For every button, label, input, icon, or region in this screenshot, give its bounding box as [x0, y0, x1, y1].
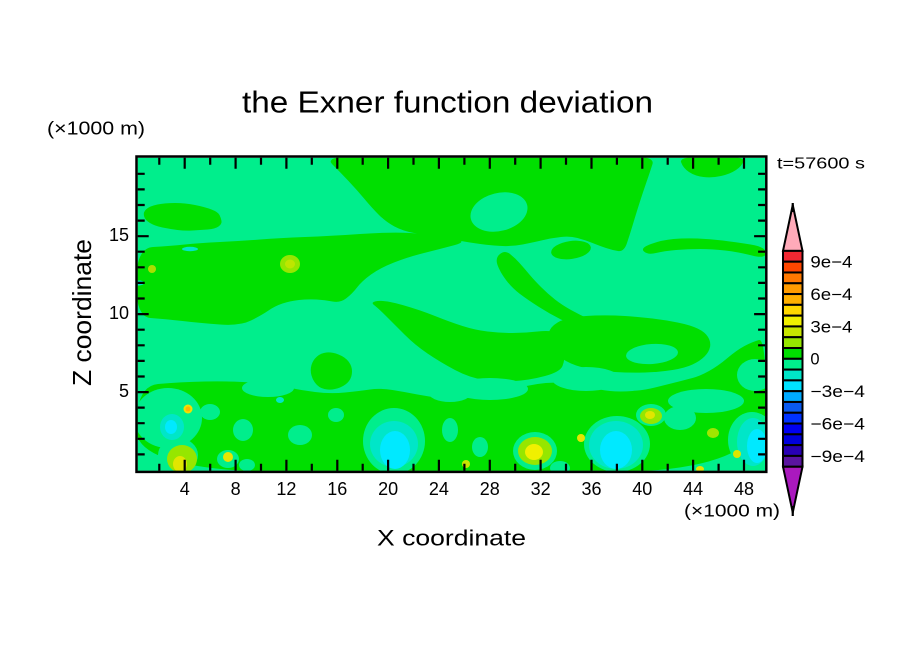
svg-text:20: 20 [378, 479, 398, 499]
svg-text:36: 36 [581, 479, 601, 499]
svg-text:4: 4 [180, 479, 190, 499]
svg-text:(×1000 m): (×1000 m) [684, 501, 780, 521]
svg-text:6e−4: 6e−4 [810, 286, 852, 304]
svg-text:16: 16 [327, 479, 347, 499]
svg-text:t=57600 s: t=57600 s [777, 156, 865, 173]
svg-text:−6e−4: −6e−4 [810, 416, 865, 434]
svg-text:(×1000 m): (×1000 m) [47, 119, 145, 139]
svg-text:9e−4: 9e−4 [810, 254, 852, 272]
svg-text:12: 12 [276, 479, 296, 499]
svg-text:28: 28 [480, 479, 500, 499]
svg-text:8: 8 [231, 479, 241, 499]
svg-text:X coordinate: X coordinate [377, 526, 526, 551]
svg-text:24: 24 [429, 479, 449, 499]
svg-text:3e−4: 3e−4 [810, 318, 852, 336]
svg-text:0: 0 [810, 351, 819, 369]
svg-text:40: 40 [632, 479, 652, 499]
svg-text:−3e−4: −3e−4 [810, 383, 865, 401]
svg-text:10: 10 [109, 303, 129, 323]
svg-text:−9e−4: −9e−4 [810, 448, 865, 466]
svg-text:32: 32 [531, 479, 551, 499]
svg-text:44: 44 [683, 479, 703, 499]
svg-text:Z coordinate: Z coordinate [67, 239, 97, 386]
svg-text:48: 48 [734, 479, 754, 499]
svg-text:the Exner function deviation: the Exner function deviation [242, 85, 653, 120]
svg-text:5: 5 [119, 381, 129, 401]
svg-text:15: 15 [109, 225, 129, 245]
